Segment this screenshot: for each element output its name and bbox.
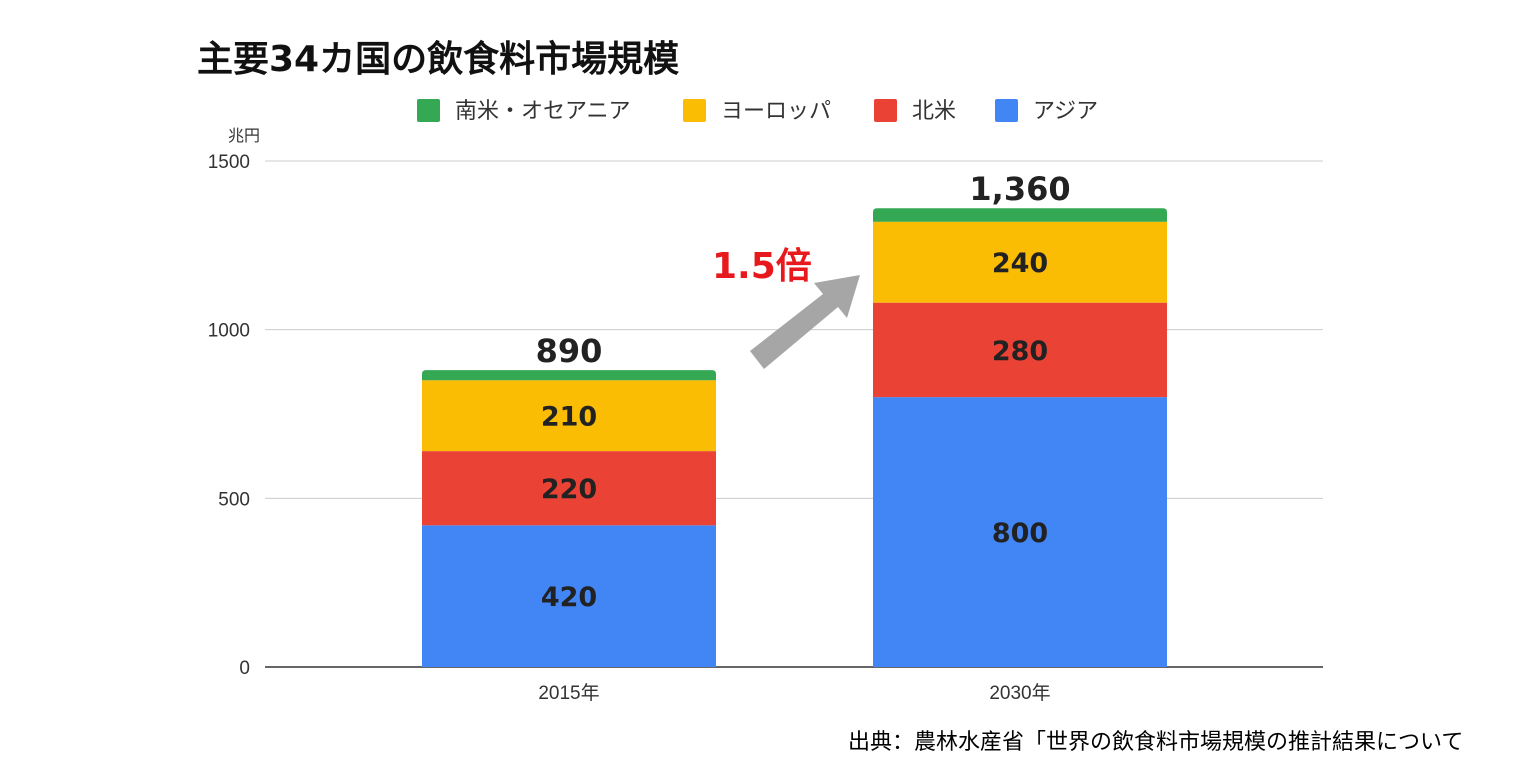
legend-label: 南米・オセアニア xyxy=(455,99,631,124)
x-tick-label: 2015年 xyxy=(538,682,599,704)
bar-segment xyxy=(422,451,716,526)
legend-label: アジア xyxy=(1033,99,1098,124)
legend-item: 南米・オセアニア xyxy=(417,99,631,124)
legend-label: 北米 xyxy=(912,99,956,124)
legend-swatch xyxy=(874,99,897,122)
legend-item: 北米 xyxy=(874,99,956,124)
y-tick-label: 1000 xyxy=(208,321,250,342)
legend-item: ヨーロッパ xyxy=(683,99,831,124)
bar-stack: 420 220 210 890 xyxy=(422,332,716,667)
data-label: 800 xyxy=(992,518,1048,549)
bar-stack: 800 280 240 1,360 xyxy=(873,170,1167,667)
y-axis-ticks: 0 500 1000 1500 xyxy=(208,152,250,679)
growth-annotation: 1.5倍 xyxy=(712,246,860,369)
legend-item: アジア xyxy=(995,99,1098,124)
y-tick-label: 0 xyxy=(239,658,250,679)
bars: 420 220 210 890 800 280 240 1,360 xyxy=(422,170,1167,667)
growth-label: 1.5倍 xyxy=(712,246,812,287)
y-tick-label: 1500 xyxy=(208,152,250,173)
bar-segment xyxy=(422,525,716,667)
data-label: 420 xyxy=(541,582,597,613)
growth-arrow xyxy=(750,275,860,369)
data-label: 220 xyxy=(541,474,597,505)
chart-title: 主要34カ国の飲食料市場規模 xyxy=(197,39,680,80)
x-tick-label: 2030年 xyxy=(989,682,1050,704)
legend-swatch xyxy=(683,99,706,122)
legend: 南米・オセアニア ヨーロッパ 北米 アジア xyxy=(417,99,1098,124)
data-label: 280 xyxy=(992,336,1048,367)
y-axis-unit-label: 兆円 xyxy=(228,126,260,145)
data-label: 240 xyxy=(992,248,1048,279)
bar-segment xyxy=(873,397,1167,667)
legend-swatch xyxy=(417,99,440,122)
legend-swatch xyxy=(995,99,1018,122)
total-label: 890 xyxy=(536,332,603,370)
data-label: 210 xyxy=(541,402,597,433)
bar-segment xyxy=(873,221,1167,303)
bar-segment xyxy=(873,208,1167,222)
bar-segment xyxy=(422,370,716,381)
total-label: 1,360 xyxy=(969,170,1070,208)
legend-label: ヨーロッパ xyxy=(721,99,831,124)
y-tick-label: 500 xyxy=(218,489,250,510)
source-note: 出典：農林水産省「世界の飲食料市場規模の推計結果について xyxy=(848,730,1464,755)
bar-segment xyxy=(422,380,716,452)
bar-segment xyxy=(873,302,1167,398)
x-axis-ticks: 2015年 2030年 xyxy=(538,682,1050,704)
